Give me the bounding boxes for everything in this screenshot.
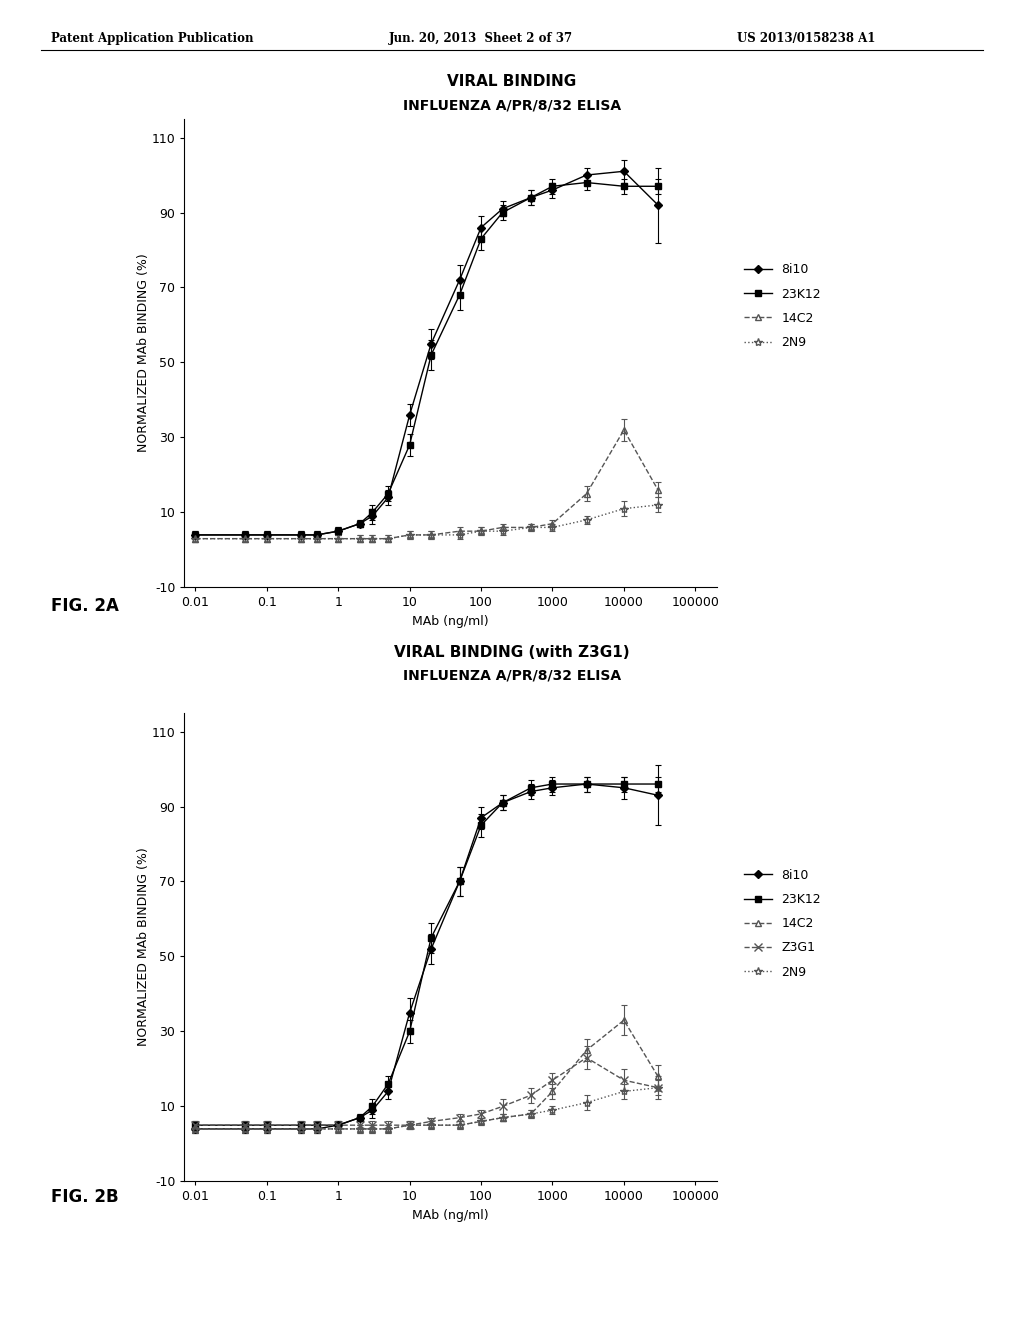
Y-axis label: NORMALIZED MAb BINDING (%): NORMALIZED MAb BINDING (%) [137,847,151,1047]
Y-axis label: NORMALIZED MAb BINDING (%): NORMALIZED MAb BINDING (%) [137,253,151,453]
X-axis label: MAb (ng/ml): MAb (ng/ml) [413,615,488,628]
Text: INFLUENZA A/PR/8/32 ELISA: INFLUENZA A/PR/8/32 ELISA [402,99,622,112]
Legend: 8i10, 23K12, 14C2, 2N9: 8i10, 23K12, 14C2, 2N9 [739,259,826,354]
Text: VIRAL BINDING (with Z3G1): VIRAL BINDING (with Z3G1) [394,644,630,660]
Text: VIRAL BINDING: VIRAL BINDING [447,74,577,90]
Text: INFLUENZA A/PR/8/32 ELISA: INFLUENZA A/PR/8/32 ELISA [402,669,622,682]
Text: Jun. 20, 2013  Sheet 2 of 37: Jun. 20, 2013 Sheet 2 of 37 [389,32,573,45]
Text: Patent Application Publication: Patent Application Publication [51,32,254,45]
Text: US 2013/0158238 A1: US 2013/0158238 A1 [737,32,876,45]
X-axis label: MAb (ng/ml): MAb (ng/ml) [413,1209,488,1222]
Legend: 8i10, 23K12, 14C2, Z3G1, 2N9: 8i10, 23K12, 14C2, Z3G1, 2N9 [739,863,826,983]
Text: FIG. 2A: FIG. 2A [51,597,119,615]
Text: FIG. 2B: FIG. 2B [51,1188,119,1206]
